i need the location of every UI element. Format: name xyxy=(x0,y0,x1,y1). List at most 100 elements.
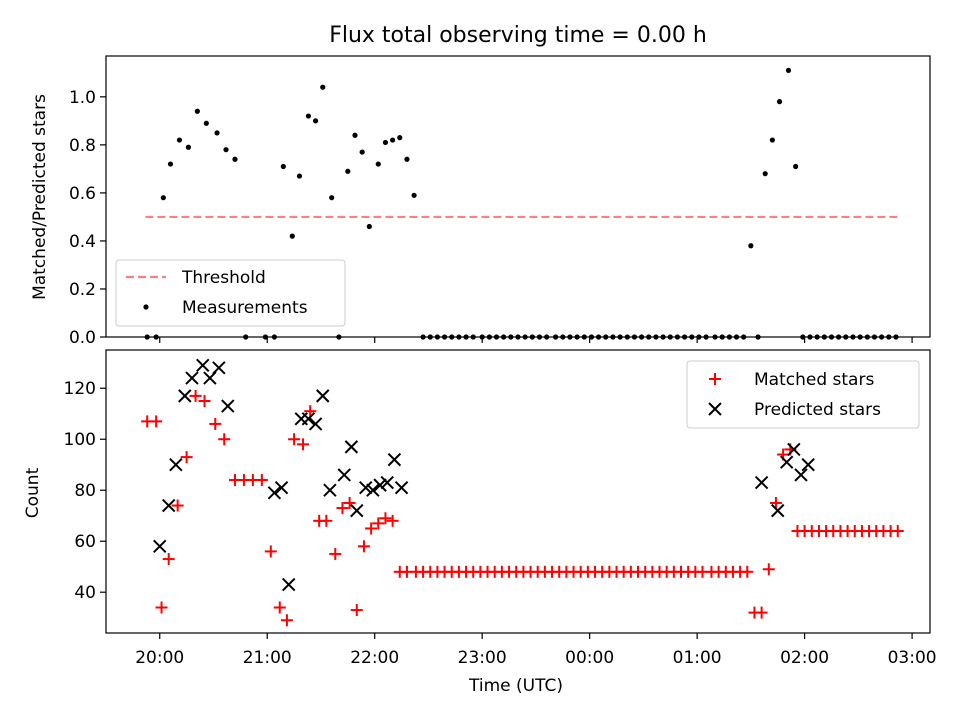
matched-star-point xyxy=(297,438,310,451)
ratio-y-tick-label: 0.0 xyxy=(69,328,96,348)
ratio-legend-box xyxy=(115,259,346,327)
measurement-point xyxy=(411,192,417,198)
predicted-legend-swatch xyxy=(708,402,722,416)
matched-star-point xyxy=(372,517,385,530)
count-plot-frame xyxy=(105,349,931,634)
measurement-point xyxy=(280,163,286,170)
predicted-star-point xyxy=(350,503,364,518)
ratio-y-tick-label: 0.2 xyxy=(69,280,96,300)
time-x-tick-label: 23:00 xyxy=(458,648,507,668)
count-y-tick-label: 60 xyxy=(74,532,96,552)
matched-star-point xyxy=(171,499,184,512)
measurement-point xyxy=(762,171,768,177)
measurement-point xyxy=(748,243,754,249)
count-y-tick-label: 80 xyxy=(74,481,96,501)
matched-legend-label: Matched stars xyxy=(754,370,874,390)
measurement-point xyxy=(769,137,775,143)
predicted-star-point xyxy=(794,468,808,482)
matched-star-point xyxy=(343,496,356,509)
measurement-point xyxy=(160,195,166,201)
ratio-y-tick-label: 0.6 xyxy=(69,184,96,204)
matched-star-point xyxy=(762,563,775,576)
time-x-tick-label: 00:00 xyxy=(565,648,614,668)
matched-star-point xyxy=(386,514,399,527)
measurement-point xyxy=(320,84,326,90)
count-y-axis: 40 60 80 100 120 xyxy=(64,379,106,603)
measurements-legend-swatch xyxy=(143,304,149,310)
measurement-point xyxy=(312,118,319,124)
predicted-star-point xyxy=(380,475,394,490)
matched-star-point xyxy=(357,540,370,553)
matched-star-point xyxy=(218,433,231,446)
predicted-star-point xyxy=(394,480,409,495)
count-y-tick-label: 100 xyxy=(64,430,96,450)
predicted-star-point xyxy=(359,480,373,495)
measurement-point xyxy=(793,163,799,170)
predicted-star-point xyxy=(387,452,402,467)
measurement-point xyxy=(296,173,303,179)
matched-star-point xyxy=(320,514,333,527)
matched-star-point xyxy=(304,405,317,418)
predicted-star-point xyxy=(779,455,794,469)
predicted-star-point xyxy=(185,371,199,385)
count-legend: Matched stars Predicted stars xyxy=(686,360,920,429)
measurement-point xyxy=(776,99,783,105)
matched-stars-points xyxy=(141,389,904,627)
time-x-tick-label: 01:00 xyxy=(673,648,722,668)
predicted-star-point xyxy=(153,539,167,554)
matched-star-point xyxy=(162,553,175,566)
predicted-star-point xyxy=(754,475,769,490)
time-x-tick-label: 02:00 xyxy=(780,648,829,668)
time-x-tick-label: 03:00 xyxy=(888,648,937,668)
predicted-star-point xyxy=(344,440,359,454)
ratio-y-axis-label: Matched/Predicted stars xyxy=(30,94,50,300)
predicted-star-point xyxy=(308,417,323,431)
measurement-point xyxy=(176,137,183,143)
matched-star-point xyxy=(741,565,754,578)
measurement-point xyxy=(185,144,191,150)
count-x-axis: 20:00 21:00 22:00 23:00 00:00 01:00 02:00 03:00 xyxy=(135,633,937,668)
matched-star-point xyxy=(280,614,293,627)
time-x-tick-label: 21:00 xyxy=(243,648,292,668)
matched-star-point xyxy=(288,433,301,446)
ratio-y-tick-label: 1.0 xyxy=(69,88,96,108)
time-x-tick-label: 22:00 xyxy=(350,648,399,668)
matched-star-point xyxy=(379,512,392,525)
count-y-axis-label: Count xyxy=(23,467,43,518)
predicted-star-point xyxy=(178,389,192,403)
measurement-point xyxy=(329,195,335,201)
predicted-star-point xyxy=(323,483,337,497)
measurement-point xyxy=(397,135,403,141)
measurement-point xyxy=(203,120,209,126)
matched-star-point xyxy=(329,547,342,560)
measurement-point xyxy=(375,161,381,167)
count-y-tick-label: 120 xyxy=(64,379,96,399)
measurement-point xyxy=(404,156,410,162)
matched-star-point xyxy=(755,606,768,619)
predicted-star-point xyxy=(787,442,801,457)
measurement-point xyxy=(390,137,396,143)
ratio-panel: 0.0 0.2 0.4 0.6 0.8 1.0 Matched/Predicted sta… xyxy=(30,55,931,348)
measurement-point xyxy=(359,149,365,155)
count-y-tick-label: 40 xyxy=(74,583,96,603)
predicted-legend-label: Predicted stars xyxy=(754,400,881,420)
predicted-star-point xyxy=(212,361,226,375)
matched-star-point xyxy=(150,415,163,428)
matched-star-point xyxy=(891,525,904,538)
predicted-star-point xyxy=(221,399,235,413)
predicted-star-point xyxy=(771,503,785,518)
measurement-point xyxy=(214,130,220,136)
measurements-legend-label: Measurements xyxy=(182,298,308,318)
matched-star-point xyxy=(769,496,782,509)
count-legend-box xyxy=(686,360,920,429)
measurement-point xyxy=(785,67,792,74)
measurement-point xyxy=(223,147,229,153)
matched-star-point xyxy=(198,394,211,407)
matched-star-point xyxy=(180,451,193,464)
time-x-tick-label: 20:00 xyxy=(135,648,184,668)
ratio-y-tick-label: 0.4 xyxy=(69,232,96,252)
predicted-star-point xyxy=(301,412,316,426)
predicted-star-point xyxy=(373,478,387,492)
